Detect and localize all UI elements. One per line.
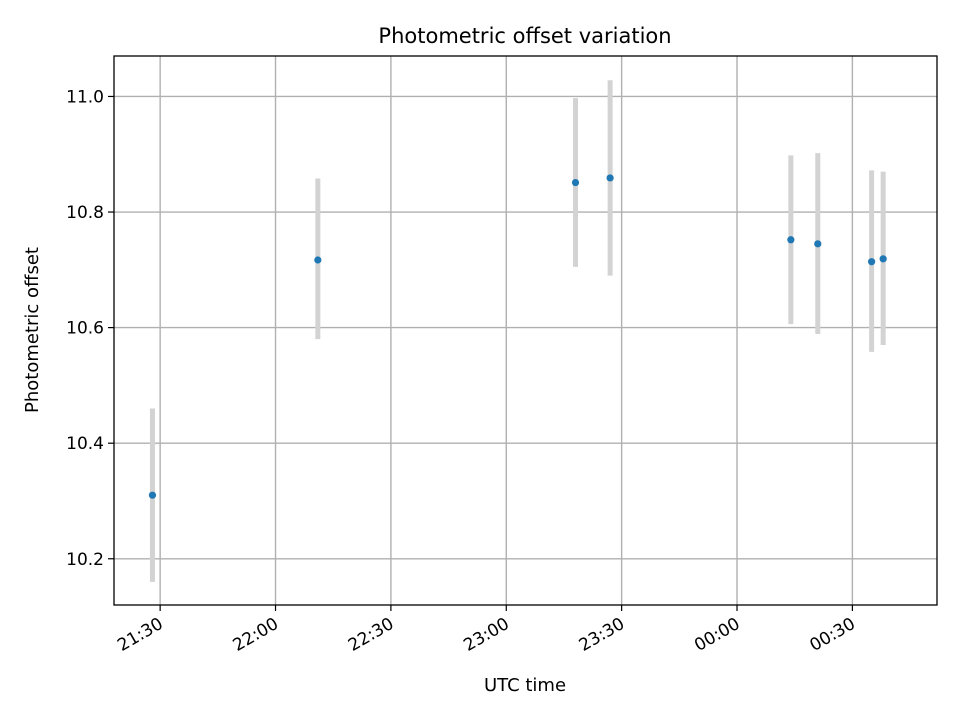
x-tick-label: 00:00 xyxy=(691,614,743,656)
data-point xyxy=(879,255,887,263)
y-tick-label: 10.6 xyxy=(66,319,104,339)
x-tick-label: 23:30 xyxy=(576,614,628,656)
data-point xyxy=(606,174,614,182)
y-tick-label: 10.2 xyxy=(66,550,104,570)
x-tick-label: 23:00 xyxy=(460,614,512,656)
y-tick-label: 10.8 xyxy=(66,203,104,223)
x-axis-label: UTC time xyxy=(484,675,566,696)
x-tick-label: 00:30 xyxy=(806,614,858,656)
x-tick-label: 21:30 xyxy=(114,614,166,656)
plot-frame xyxy=(113,55,938,606)
data-point xyxy=(571,178,580,187)
y-tick-label: 11.0 xyxy=(66,87,104,107)
ticks: 21:30 22:00 22:30 23:00 23:30 00:00 00:30 10.2 1… xyxy=(66,87,859,655)
grid xyxy=(114,56,937,605)
x-tick-label: 22:00 xyxy=(230,614,282,656)
chart-title: Photometric offset variation xyxy=(378,24,671,48)
data-point xyxy=(868,258,876,266)
error-bars xyxy=(149,80,886,582)
data-point xyxy=(814,240,822,248)
data-point xyxy=(787,236,795,244)
x-tick-label: 22:30 xyxy=(345,614,397,656)
data-points xyxy=(148,174,887,499)
y-tick-label: 10.4 xyxy=(66,434,104,454)
y-axis-label: Photometric offset xyxy=(22,247,43,413)
data-point xyxy=(314,256,322,264)
data-point xyxy=(148,491,157,499)
